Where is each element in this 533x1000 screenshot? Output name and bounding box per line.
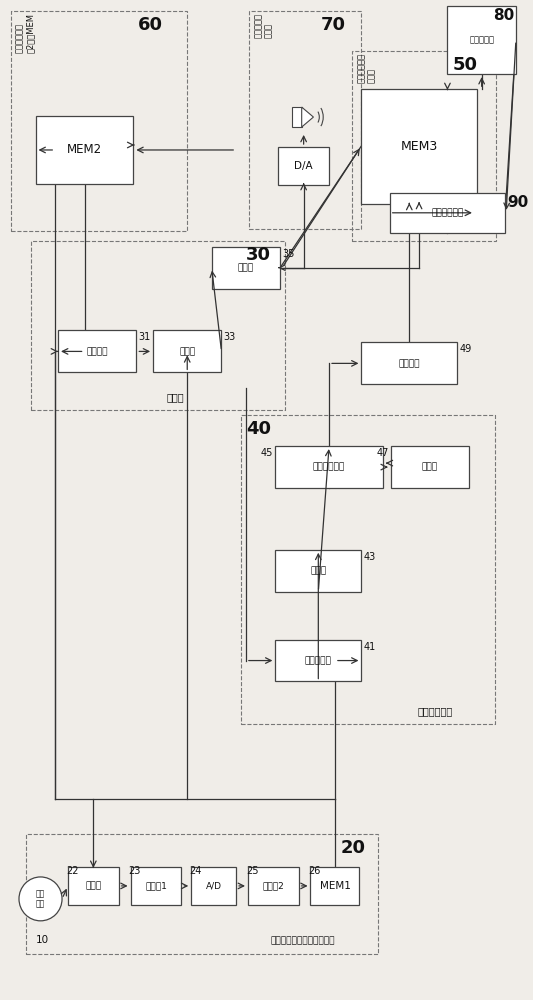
Text: D/A: D/A xyxy=(294,161,313,171)
Text: A/D: A/D xyxy=(206,881,222,890)
Bar xyxy=(275,550,361,592)
Text: 外部数据输入: 外部数据输入 xyxy=(431,208,464,217)
Text: 60: 60 xyxy=(139,16,163,34)
Bar xyxy=(292,107,302,127)
Text: MEM2: MEM2 xyxy=(67,143,102,156)
Bar xyxy=(11,11,187,231)
Text: 47: 47 xyxy=(376,448,389,458)
Text: 自相关: 自相关 xyxy=(167,392,184,402)
Bar xyxy=(26,834,378,954)
Text: MEM1: MEM1 xyxy=(319,881,350,891)
Text: 积分器: 积分器 xyxy=(238,263,254,272)
Text: 33: 33 xyxy=(223,332,236,342)
Bar xyxy=(390,193,505,233)
Text: 35: 35 xyxy=(282,249,295,259)
Bar xyxy=(241,415,495,724)
Text: 去模糊化: 去模糊化 xyxy=(399,359,420,368)
Text: 调制解调器: 调制解调器 xyxy=(469,36,494,45)
Text: 可听的胎儿
心脏声: 可听的胎儿 心脏声 xyxy=(254,13,273,38)
Text: 30: 30 xyxy=(246,246,271,264)
Text: 可编程放大器和滤波器单元: 可编程放大器和滤波器单元 xyxy=(270,937,335,946)
Polygon shape xyxy=(302,107,313,127)
Text: MEM3: MEM3 xyxy=(400,140,438,153)
Text: 声传
感器: 声传 感器 xyxy=(36,889,45,909)
Text: 20: 20 xyxy=(341,839,366,857)
Bar xyxy=(249,11,361,229)
Bar xyxy=(311,867,359,905)
Text: 10: 10 xyxy=(36,935,49,945)
Bar xyxy=(391,446,469,488)
Text: 50: 50 xyxy=(453,56,478,74)
Text: 乘法器: 乘法器 xyxy=(179,347,195,356)
Text: 放大器: 放大器 xyxy=(85,881,101,890)
Text: 延迟电路: 延迟电路 xyxy=(86,347,108,356)
Text: 90: 90 xyxy=(507,195,528,210)
Text: 23: 23 xyxy=(128,866,141,876)
Bar xyxy=(191,867,236,905)
Text: 放大器和滤波
器2控制MEM: 放大器和滤波 器2控制MEM xyxy=(15,13,35,53)
Text: 数字化的胎儿
心脏声: 数字化的胎儿 心脏声 xyxy=(357,53,376,83)
Text: 模糊化: 模糊化 xyxy=(310,566,326,575)
Bar xyxy=(58,330,136,372)
Text: 26: 26 xyxy=(309,866,321,876)
Bar xyxy=(352,51,496,241)
Text: 41: 41 xyxy=(364,642,376,652)
Text: 知识库: 知识库 xyxy=(422,463,438,472)
Text: 模糊专家系统: 模糊专家系统 xyxy=(417,706,453,716)
Bar xyxy=(153,330,222,372)
Bar xyxy=(275,640,361,681)
Bar xyxy=(212,247,280,289)
Circle shape xyxy=(19,877,62,921)
Bar xyxy=(248,867,299,905)
Text: 45: 45 xyxy=(261,448,273,458)
Text: 43: 43 xyxy=(364,552,376,562)
Text: 25: 25 xyxy=(246,866,259,876)
Bar xyxy=(275,446,383,488)
Text: 22: 22 xyxy=(66,866,78,876)
Bar xyxy=(361,89,477,204)
Text: 模糊推理系统: 模糊推理系统 xyxy=(313,463,345,472)
Text: 31: 31 xyxy=(139,332,151,342)
Text: 49: 49 xyxy=(459,344,471,354)
Text: 24: 24 xyxy=(189,866,201,876)
Bar xyxy=(361,342,457,384)
Text: 70: 70 xyxy=(320,16,345,34)
Bar xyxy=(447,6,516,74)
Bar xyxy=(36,116,133,184)
Text: 40: 40 xyxy=(246,420,271,438)
Text: 滤波器2: 滤波器2 xyxy=(262,881,284,890)
Bar xyxy=(68,867,119,905)
Bar xyxy=(278,147,329,185)
Text: 80: 80 xyxy=(492,8,514,23)
Text: 滤波器1: 滤波器1 xyxy=(145,881,167,890)
Bar xyxy=(131,867,181,905)
Bar xyxy=(31,241,285,410)
Text: 参数归一化: 参数归一化 xyxy=(305,656,332,665)
